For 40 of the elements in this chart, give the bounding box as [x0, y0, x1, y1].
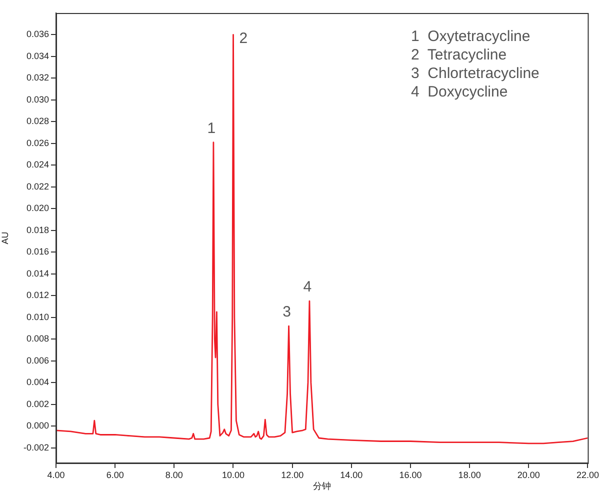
y-tick-label: 0.020: [26, 203, 49, 214]
annotation: 4: [303, 278, 312, 296]
x-tick-label: 22.00: [576, 470, 600, 480]
y-tick-label: 0.034: [26, 50, 49, 61]
y-tick-label: 0.010: [26, 312, 49, 322]
annotation: 2 Tetracycline: [411, 46, 507, 64]
y-tick-label: 0.006: [26, 355, 49, 366]
y-tick-label: 0.016: [26, 246, 49, 257]
y-tick-label: 0.032: [26, 72, 49, 83]
y-tick-label: 0.018: [26, 224, 49, 235]
y-tick-label: 0.014: [26, 268, 49, 278]
annotation: 1: [207, 120, 216, 137]
y-tick-label: 0.012: [26, 290, 49, 300]
y-axis-title: AU: [0, 232, 10, 244]
annotation: 4 Doxycycline: [411, 84, 508, 100]
y-tick-label: 0.028: [26, 116, 49, 126]
y-tick-label: 0.024: [26, 160, 49, 170]
x-tick-label: 20.00: [517, 470, 540, 480]
y-tick-label: 0.036: [26, 29, 49, 40]
x-tick-label: 8.00: [165, 470, 183, 480]
y-tick-label: -0.002: [23, 442, 49, 452]
y-tick-label: 0.030: [26, 94, 49, 104]
y-tick-label: 0.000: [26, 420, 49, 431]
x-tick-label: 18.00: [458, 470, 481, 480]
x-tick-label: 4.00: [47, 470, 65, 480]
annotation: 1 Oxytetracycline: [411, 28, 530, 45]
annotation: 2: [239, 30, 248, 47]
y-tick-label: 0.008: [26, 334, 49, 344]
x-tick-label: 16.00: [399, 470, 422, 480]
x-tick-label: 14.00: [340, 470, 363, 480]
x-tick-label: 10.00: [222, 470, 245, 480]
x-tick-label: 12.00: [281, 470, 304, 480]
x-tick-label: 6.00: [106, 470, 124, 480]
y-tick-label: 0.002: [26, 398, 49, 409]
annotation: 3: [282, 304, 291, 321]
x-axis-title: 分钟: [312, 481, 331, 492]
y-tick-label: 0.022: [26, 181, 49, 192]
y-tick-label: 0.026: [26, 138, 49, 148]
y-tick-label: 0.004: [26, 377, 49, 388]
annotation: 3 Chlortetracycline: [411, 65, 540, 82]
